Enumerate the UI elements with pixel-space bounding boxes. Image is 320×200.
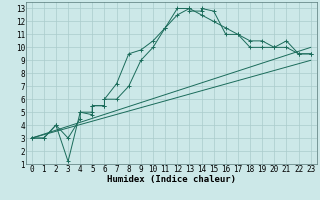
- X-axis label: Humidex (Indice chaleur): Humidex (Indice chaleur): [107, 175, 236, 184]
